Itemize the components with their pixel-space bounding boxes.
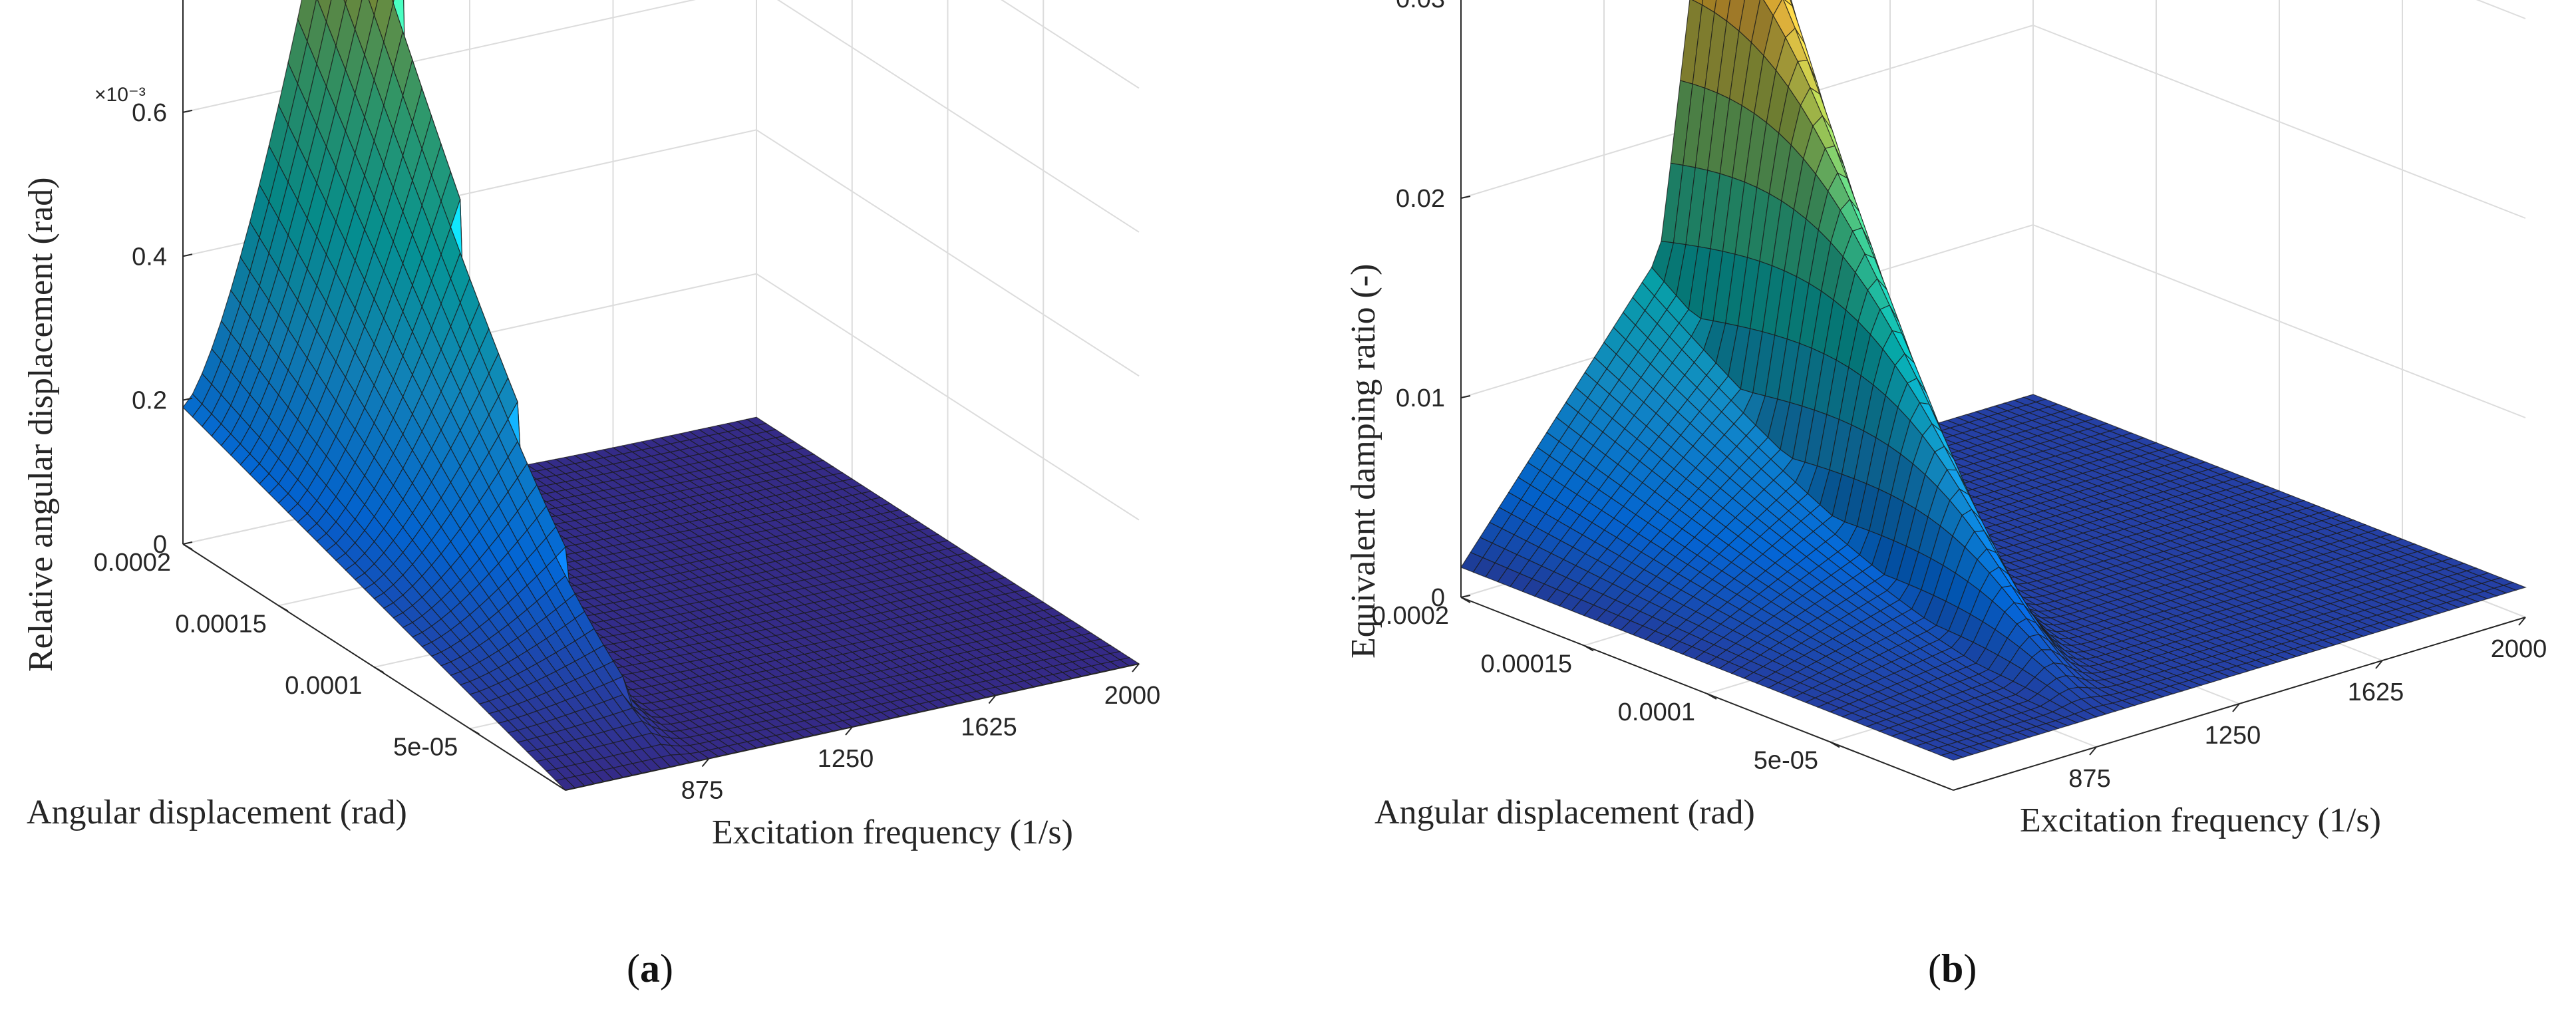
x-tick-label: 1625 [961,714,1017,742]
surface-b [1460,0,2527,761]
z-tick-label: 0 [153,531,167,559]
x-tick-mark [701,758,710,768]
z-axis-label-a: Relative angular displacement (rad) [22,177,60,672]
y-tick-mark [278,605,289,612]
z-tick-mark [182,397,193,401]
x-tick-mark [988,694,997,704]
z-tick-mark [1460,395,1471,398]
y-tick-label: 5e-05 [1754,747,1818,775]
x-axis-label-b: Excitation frequency (1/s) [2020,801,2381,839]
y-tick-label: 0.00015 [175,611,266,639]
x-tick-mark [2089,746,2097,756]
x-tick-label: 875 [681,777,723,805]
x-tick-label: 1250 [818,745,874,773]
axes-a: 00.20.40.60.815e-050.00010.000150.000287… [94,0,1161,805]
z-tick-mark [182,253,193,257]
x-tick-mark [1132,663,1140,672]
y-tick-label: 0.0001 [1618,698,1695,726]
y-tick-label: 0.0002 [94,549,171,577]
z-tick-label: 0.4 [132,243,167,271]
y-tick-mark [1706,693,1717,700]
axes-b: 0 0.01 0.02 0.03 5e-05 0.0001 0.00015 0.0002 875… [1372,0,2547,793]
y-tick-mark [1583,645,1594,652]
x-tick-mark [2375,660,2383,669]
z-tick-label: 0.02 [1396,185,1445,213]
z-tick-mark [1460,595,1471,598]
z-tick-label: 0.2 [132,387,167,415]
z-exponent-label-a: ×10⁻³ [94,84,146,106]
grid-line-z [2476,0,2526,19]
y-tick-label: 0.0001 [285,672,362,700]
x-tick-label: 2000 [1104,682,1161,710]
panel-b: 0 0.01 0.02 0.03 5e-05 0.0001 0.00015 0.0002 875… [1288,0,2576,1019]
z-tick-mark [1460,196,1471,199]
x-tick-label: 2000 [2491,635,2547,663]
x-tick-label: 1625 [2348,678,2404,706]
surface-patch [368,0,379,17]
y-tick-mark [182,543,193,550]
x-axis-label-a: Excitation frequency (1/s) [712,813,1073,851]
panel-a: 00.20.40.60.815e-050.00010.000150.000287… [22,0,1161,990]
caption-b-letter: b [1941,946,1963,990]
z-tick-label: 0.03 [1396,0,1445,13]
y-axis-label-a: Angular displacement (rad) [27,794,407,831]
grid-line-z [1460,24,2526,219]
x-tick-label: 1250 [2205,722,2261,750]
surface-plot-b: 0 0.01 0.02 0.03 5e-05 0.0001 0.00015 0.0002 875… [1345,0,2547,990]
x-tick-mark [2232,703,2240,712]
caption-b: (b) [1928,946,1977,990]
y-tick-mark [374,666,384,673]
caption-a-letter: a [640,946,660,990]
x-tick-label: 875 [2068,765,2110,793]
surface-a [182,0,1140,791]
z-tick-label: 0.01 [1396,384,1445,412]
surface-plot-a: 00.20.40.60.815e-050.00010.000150.000287… [22,0,1161,990]
y-tick-mark [1460,597,1471,603]
z-tick-mark [182,541,193,545]
x-tick-mark [845,726,853,736]
y-tick-label: 0.0002 [1372,602,1449,630]
y-tick-mark [469,728,480,735]
y-tick-label: 5e-05 [393,734,458,762]
y-axis-label-b: Angular displacement (rad) [1374,794,1755,831]
x-tick-mark [2518,617,2526,626]
z-axis-label-b: Equivalent damping ratio (-) [1345,264,1382,658]
z-tick-mark [182,109,193,113]
caption-a: (a) [627,946,673,990]
z-tick-label: 0.6 [132,99,167,127]
y-tick-mark [1830,741,1840,748]
y-tick-label: 0.00015 [1481,651,1572,678]
grid-line-z [1001,0,1140,89]
surface-patch [1939,752,1965,761]
z-tick-label: 0 [1431,584,1445,612]
